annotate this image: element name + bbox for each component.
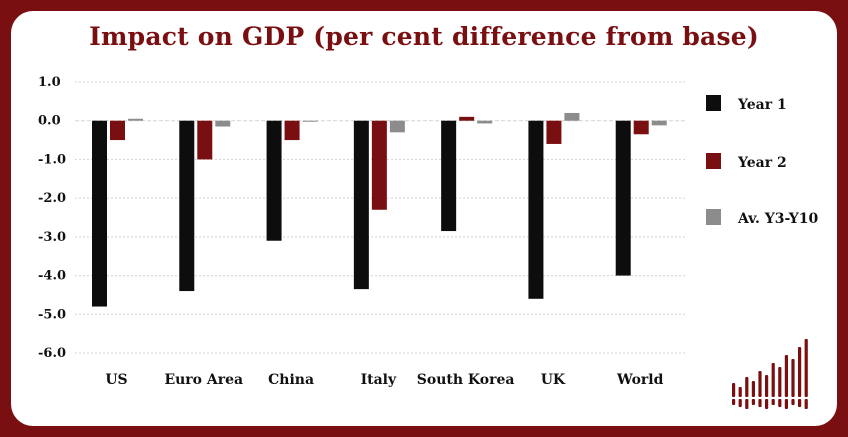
legend-swatch [706,95,721,111]
bar-av-y3-y10-china [302,120,318,122]
y-tick-label: -1.0 [38,152,66,167]
bar-year-2-italy [371,120,387,210]
bar-av-y3-y10-uk [564,112,580,121]
x-category-label: Euro Area [164,372,243,388]
legend: Year 1 Year 2 Av. Y3-Y10 [706,95,819,227]
bar-year-1-us [92,120,107,307]
legend-label: Year 1 [737,97,787,113]
bar-year-2-world [633,120,649,135]
bar-chart-logo-icon [732,339,808,409]
x-category-label: China [268,372,314,388]
y-tick-label: -5.0 [38,307,66,322]
x-category-label: US [105,372,127,388]
logo-bar [751,381,755,397]
bar-year-2-us [110,120,125,141]
bar-year-2-south-korea [459,116,475,121]
x-category-label: UK [541,372,566,388]
gridlines [75,81,686,354]
logo-bar [784,355,788,397]
logo-bar-reflection [778,399,782,407]
bar-av-y3-y10-euro-area [215,120,231,127]
bar-year-1-uk [528,120,544,299]
logo-bar [765,375,769,397]
x-axis-categories: US Euro Area China Italy South Korea UK World [105,372,663,388]
logo-bar [778,367,782,397]
logo-bar-reflection [765,399,769,409]
logo-bar [738,387,742,397]
logo-bar [745,377,749,397]
logo-bar-reflection [738,399,742,407]
bar-av-y3-y10-italy [389,120,405,133]
legend-label: Year 2 [737,155,787,171]
chart-title: Impact on GDP (per cent difference from … [89,22,759,51]
bar-year-2-euro-area [197,120,213,160]
logo-bar-reflection [732,399,736,405]
bar-av-y3-y10-us [128,118,143,121]
bar-year-1-world [615,120,631,276]
bar-av-y3-y10-world [651,120,667,126]
y-tick-label: -4.0 [38,269,66,284]
logo-bar-reflection [745,399,749,409]
bar-av-y3-y10-south-korea [477,120,493,124]
logo-bar [771,363,775,397]
bar-year-1-china [266,120,282,241]
y-tick-label: -2.0 [38,191,66,206]
x-category-label: Italy [361,372,397,388]
logo-bar [791,359,795,397]
legend-label: Av. Y3-Y10 [737,211,819,227]
logo-bar-reflection [758,399,762,407]
y-tick-label: -6.0 [38,346,66,361]
logo-bar-reflection [784,399,788,409]
y-tick-label: 1.0 [38,75,61,90]
logo-bar-reflection [771,399,775,405]
logo-bar-reflection [798,399,802,407]
chart-card [11,11,837,426]
logo-bar [798,347,802,397]
bars [92,112,667,307]
bar-year-1-italy [353,120,369,290]
y-tick-label: -3.0 [38,230,66,245]
legend-swatch [706,153,721,169]
bar-year-2-china [284,120,300,141]
x-category-label: World [616,372,664,388]
bar-year-1-euro-area [179,120,195,292]
logo-bar [758,371,762,397]
logo-bar-reflection [804,399,808,409]
bar-year-1-south-korea [441,120,457,232]
logo-bar-reflection [751,399,755,405]
y-tick-label: 0.0 [38,114,61,129]
y-axis-ticks: 1.0 0.0 -1.0 -2.0 -3.0 -4.0 -5.0 -6.0 [38,75,66,361]
x-category-label: South Korea [417,372,515,388]
logo-bar [732,383,736,397]
bar-year-2-uk [546,120,562,144]
legend-swatch [706,209,721,225]
logo-bar-reflection [791,399,795,405]
logo-bar [804,339,808,397]
